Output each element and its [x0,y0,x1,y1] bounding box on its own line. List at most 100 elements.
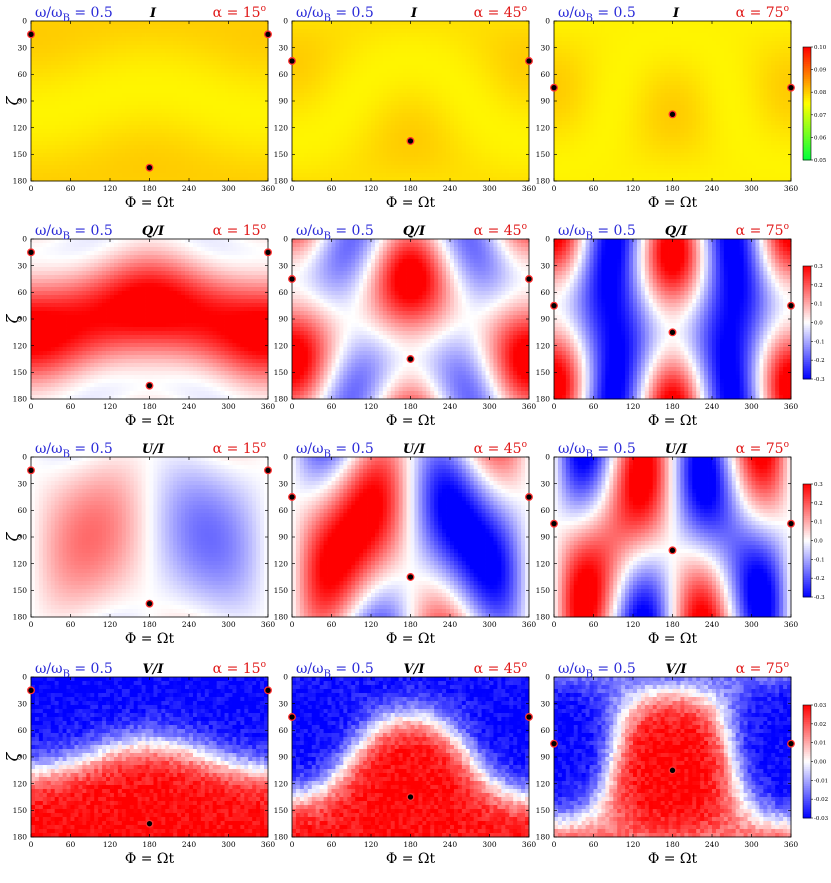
heatmap-cell [189,65,193,69]
heatmap-cell [225,25,229,29]
heatmap-cell [252,157,256,161]
heatmap-cell [482,81,486,85]
heatmap-cell [102,161,106,165]
heatmap-cell [414,165,418,169]
heatmap-cell [363,41,367,45]
heatmap-cell [601,21,605,25]
heatmap-cell [430,49,434,53]
heatmap-cell [324,33,328,37]
heatmap-cell [339,61,343,65]
heatmap-cell [252,101,256,105]
heatmap-cell [454,73,458,77]
heatmap-cell [418,37,422,41]
heatmap-cell [430,153,434,157]
heatmap-cell [35,29,39,33]
heatmap-cell [351,77,355,81]
heatmap-cell [438,93,442,97]
heatmap-cell [359,145,363,149]
heatmap-cell [426,41,430,45]
heatmap-cell [185,145,189,149]
heatmap-cell [403,101,407,105]
heatmap-cell [505,61,509,65]
heatmap-cell [240,53,244,57]
heatmap-cell [221,137,225,141]
heatmap-cell [474,173,478,177]
heatmap-cell [355,69,359,73]
heatmap-cell [106,57,110,61]
heatmap-cell [236,129,240,133]
heatmap-cell [312,145,316,149]
heatmap-cell [517,149,521,153]
heatmap-cell [43,117,47,121]
heatmap-cell [157,81,161,85]
heatmap-cell [486,121,490,125]
heatmap-cell [367,29,371,33]
heatmap-cell [43,149,47,153]
heatmap-cell [470,93,474,97]
heatmap-cell [482,93,486,97]
heatmap-cell [712,21,716,25]
heatmap-cell [102,89,106,93]
heatmap-cell [244,129,248,133]
heatmap-cell [71,129,75,133]
heatmap-cell [497,97,501,101]
heatmap-cell [450,25,454,29]
heatmap-cell [446,49,450,53]
heatmap-cell [134,113,138,117]
heatmap-cell [236,45,240,49]
heatmap-cell [78,73,82,77]
heatmap-cell [359,125,363,129]
heatmap-cell [414,133,418,137]
heatmap-cell [343,117,347,121]
heatmap-cell [252,33,256,37]
heatmap-cell [351,173,355,177]
heatmap-cell [248,45,252,49]
heatmap-cell [185,125,189,129]
heatmap-cell [395,141,399,145]
heatmap-cell [387,141,391,145]
heatmap-cell [67,77,71,81]
heatmap-cell [328,101,332,105]
heatmap-cell [90,157,94,161]
heatmap-cell [399,89,403,93]
heatmap-cell [67,137,71,141]
heatmap-cell [470,157,474,161]
heatmap-cell [146,157,150,161]
heatmap-cell [35,105,39,109]
heatmap-cell [217,149,221,153]
heatmap-cell [339,125,343,129]
heatmap-cell [114,97,118,101]
heatmap-cell [470,129,474,133]
heatmap-cell [521,49,525,53]
heatmap-cell [86,29,90,33]
heatmap-cell [126,105,130,109]
heatmap-cell [434,53,438,57]
heatmap-cell [126,29,130,33]
heatmap-cell [201,21,205,25]
heatmap-cell [157,157,161,161]
heatmap-cell [482,105,486,109]
heatmap-cell [86,153,90,157]
heatmap-cell [260,169,264,173]
heatmap-cell [363,37,367,41]
heatmap-cell [35,129,39,133]
heatmap-cell [157,173,161,177]
heatmap-cell [78,21,82,25]
heatmap-cell [438,133,442,137]
heatmap-cell [236,121,240,125]
heatmap-cell [320,93,324,97]
heatmap-cell [387,165,391,169]
heatmap-cell [407,125,411,129]
heatmap-cell [300,165,304,169]
heatmap-cell [482,121,486,125]
heatmap-cell [43,133,47,137]
heatmap-cell [442,117,446,121]
heatmap-cell [426,61,430,65]
heatmap-cell [414,153,418,157]
heatmap-cell [403,61,407,65]
heatmap-cell [177,109,181,113]
heatmap-cell [332,29,336,33]
heatmap-cell [229,93,233,97]
heatmap-cell [387,105,391,109]
heatmap-cell [165,77,169,81]
